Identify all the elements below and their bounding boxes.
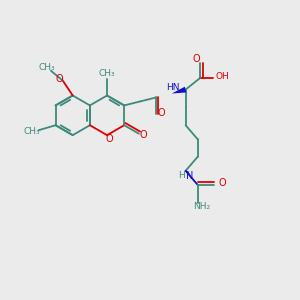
Text: O: O: [218, 178, 226, 188]
Text: CH₃: CH₃: [39, 63, 55, 72]
Polygon shape: [172, 87, 186, 94]
Text: H: H: [178, 171, 185, 180]
Text: O: O: [193, 54, 200, 64]
Text: O: O: [140, 130, 148, 140]
Text: NH₂: NH₂: [193, 202, 210, 211]
Text: O: O: [157, 108, 165, 118]
Text: O: O: [55, 74, 63, 84]
Text: CH₃: CH₃: [23, 127, 40, 136]
Text: O: O: [105, 134, 113, 144]
Text: N: N: [186, 171, 193, 181]
Text: CH₃: CH₃: [99, 69, 116, 78]
Text: HN: HN: [166, 83, 179, 92]
Text: OH: OH: [215, 72, 229, 81]
